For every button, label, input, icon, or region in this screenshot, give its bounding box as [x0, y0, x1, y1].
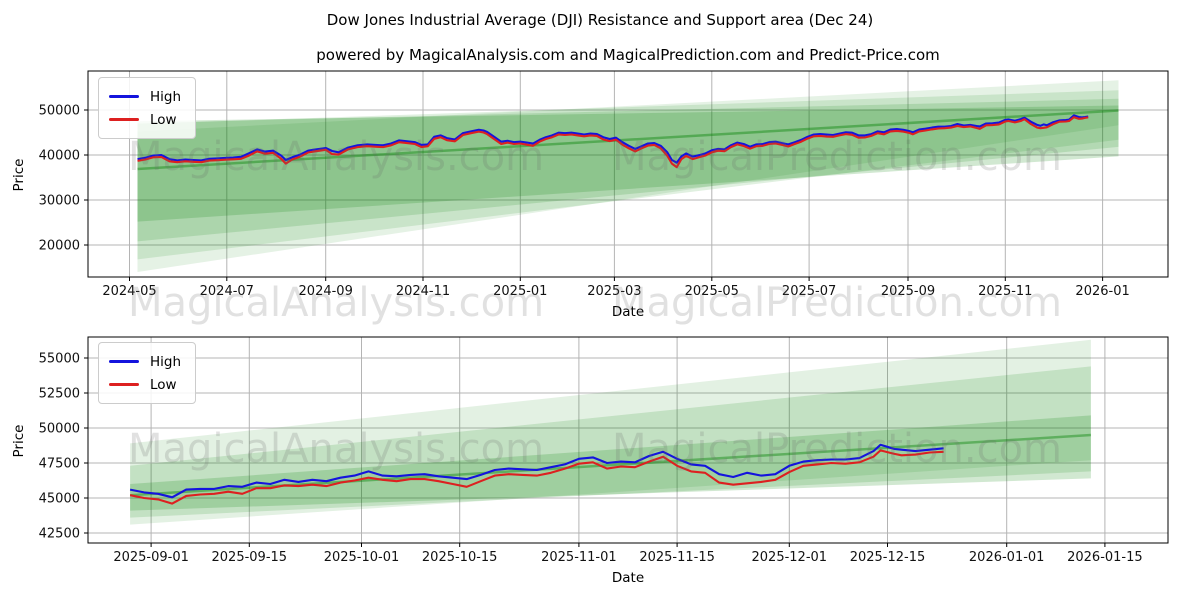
- high-line: [137, 114, 1089, 164]
- x-tick-label: 2025-09-15: [212, 550, 288, 565]
- y-tick-label: 50000: [39, 104, 80, 119]
- x-tick-label: 2025-12-15: [850, 550, 926, 565]
- y-tick-label: 42500: [39, 527, 80, 542]
- x-tick-label: 2025-10-15: [422, 550, 498, 565]
- x-tick-label: 2024-07: [200, 284, 254, 299]
- x-tick-label: 2026-01-01: [969, 550, 1045, 565]
- chart-title: Dow Jones Industrial Average (DJI) Resis…: [326, 11, 874, 29]
- axes-spines: [87, 336, 1169, 544]
- y-tick-label: 40000: [39, 149, 80, 164]
- x-tick-label: 2025-03: [587, 284, 641, 299]
- legend-entry-low: Low: [109, 373, 181, 396]
- y-tick-label: 55000: [39, 352, 80, 367]
- chart-recent-detail: 2025-09-01 2025-09-15 2025-10-01 2025-10-15…: [39, 336, 1169, 565]
- x-axis-label-bottom-chart: Date: [611, 570, 645, 586]
- legend-entry-high: High: [109, 85, 181, 108]
- legend-entry-low: Low: [109, 108, 181, 131]
- legend-label-low: Low: [150, 376, 177, 393]
- x-tick-label: 2025-09: [881, 284, 935, 299]
- y-axis-label-bottom-chart: Price: [11, 424, 27, 458]
- y-tick-label: 52500: [39, 387, 80, 402]
- high-line-swatch: [109, 95, 139, 98]
- x-tick-label: 2025-07: [782, 284, 836, 299]
- chart-subtitle: powered by MagicalAnalysis.com and Magic…: [316, 46, 940, 64]
- legend-entry-high: High: [109, 350, 181, 373]
- axes-spines: [87, 70, 1169, 278]
- x-tick-label: 2025-05: [685, 284, 739, 299]
- x-tick-label: 2025-12-01: [752, 550, 828, 565]
- x-tick-label: 2026-01-15: [1067, 550, 1143, 565]
- legend-label-high: High: [150, 88, 182, 105]
- x-tick-label: 2025-11-01: [541, 550, 617, 565]
- y-tick-label: 20000: [39, 239, 80, 254]
- chart-full-history: 2024-05 2024-07 2024-09 2024-11 2025-01 2025-…: [39, 70, 1169, 299]
- high-line: [129, 443, 944, 499]
- x-tick-label: 2025-09-01: [113, 550, 189, 565]
- x-tick-label: 2024-05: [102, 284, 156, 299]
- low-line: [129, 449, 944, 505]
- y-tick-label: 45000: [39, 492, 80, 507]
- legend-label-low: Low: [150, 111, 177, 128]
- x-tick-label: 2025-11-15: [639, 550, 715, 565]
- high-line-swatch: [109, 360, 139, 363]
- x-axis-label-top-chart: Date: [611, 304, 645, 320]
- y-tick-label: 47500: [39, 457, 80, 472]
- low-line: [137, 116, 1089, 169]
- low-line-swatch: [109, 118, 139, 121]
- support-resistance-band: [137, 80, 1119, 272]
- median-trend-line: [137, 109, 1119, 171]
- y-axis-label-top-chart: Price: [11, 158, 27, 192]
- legend-bottom-chart: High Low: [98, 342, 197, 404]
- x-tick-label: 2025-10-01: [324, 550, 400, 565]
- support-resistance-band: [130, 366, 1091, 518]
- low-line-swatch: [109, 383, 139, 386]
- x-tick-label: 2025-11: [978, 284, 1032, 299]
- legend-label-high: High: [150, 353, 182, 370]
- x-tick-label: 2025-01: [493, 284, 547, 299]
- y-tick-label: 30000: [39, 194, 80, 209]
- x-tick-label: 2026-01: [1075, 284, 1129, 299]
- legend-top-chart: High Low: [98, 77, 197, 139]
- y-tick-label: 50000: [39, 422, 80, 437]
- x-tick-label: 2024-11: [396, 284, 450, 299]
- x-tick-label: 2024-09: [299, 284, 353, 299]
